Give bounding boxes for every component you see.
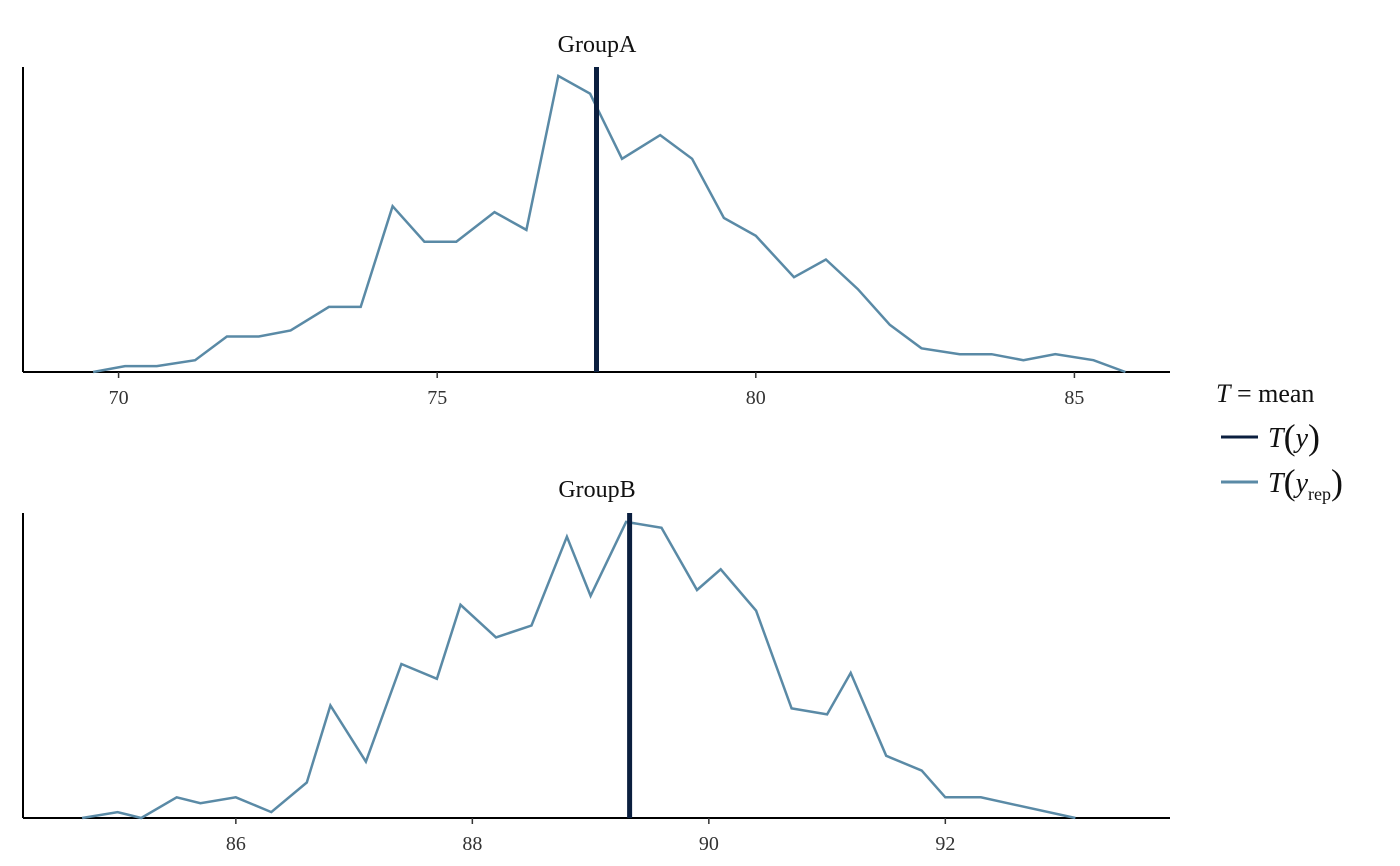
series-line-replicated-group-b: [81, 520, 1076, 820]
legend: T = mean T(y) T(yrep): [1216, 379, 1343, 504]
x-ticks-group-a: 70 75 80 85: [109, 372, 1084, 409]
panel-title-group-b: GroupB: [558, 477, 635, 503]
series-line-replicated-group-a: [92, 73, 1126, 374]
x-tick-label: 90: [699, 833, 719, 855]
legend-label-replicated: T(yrep): [1268, 462, 1343, 504]
x-tick-label: 80: [746, 387, 766, 409]
panel-group-b: GroupB 86 88 90 92: [22, 477, 1170, 855]
series-layer-group-b: [81, 513, 1076, 820]
legend-title-symbol: T: [1216, 379, 1232, 408]
x-tick-label: 86: [226, 833, 246, 855]
x-tick-label: 70: [109, 387, 129, 409]
series-layer-group-a: [92, 67, 1126, 374]
x-ticks-group-b: 86 88 90 92: [226, 818, 955, 855]
legend-title-text: = mean: [1230, 379, 1314, 408]
x-tick-label: 88: [462, 833, 482, 855]
legend-label-observed: T(y): [1268, 417, 1320, 457]
x-tick-label: 85: [1064, 387, 1084, 409]
x-tick-label: 92: [935, 833, 955, 855]
panel-group-a: GroupA 70 75 80 85: [22, 32, 1170, 409]
legend-title: T = mean: [1216, 379, 1314, 408]
panel-title-group-a: GroupA: [558, 32, 637, 58]
x-tick-label: 75: [427, 387, 447, 409]
